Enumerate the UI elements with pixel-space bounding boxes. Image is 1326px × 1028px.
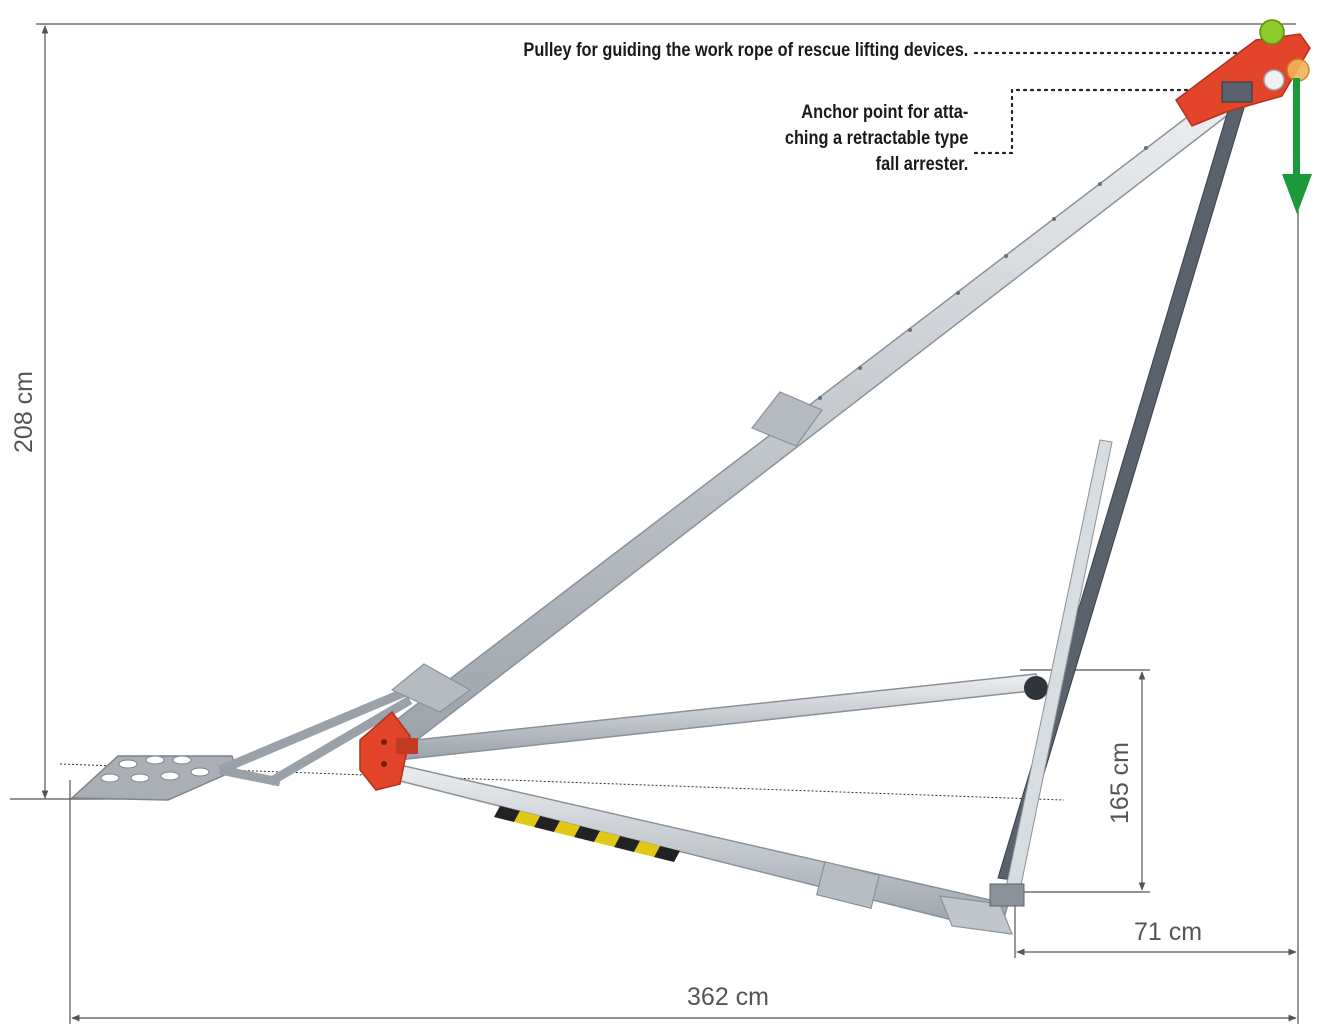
anchor-marker	[1286, 58, 1310, 82]
base-plate	[70, 755, 237, 801]
anchor-callout-line-1: Anchor point for atta-	[800, 102, 968, 123]
offset-dimension-label: 71 cm	[1133, 918, 1203, 946]
callout-leaders	[973, 51, 1264, 155]
bottom-beam	[375, 758, 1013, 935]
head-assembly	[1175, 33, 1311, 127]
anchor-leader	[973, 88, 1234, 155]
lower-hinge-joint	[359, 710, 418, 791]
middle-brace	[395, 673, 1048, 761]
pulley-marker	[1259, 19, 1285, 45]
base-height-dimension-label: 165 cm	[1106, 742, 1134, 824]
pulley-callout-text: Pulley for guiding the work rope of resc…	[523, 40, 968, 61]
ground-plane-dotted-line	[59, 763, 1065, 801]
pulley-callout: Pulley for guiding the work rope of resc…	[523, 38, 968, 64]
anchor-callout-line-2: ching a retractable type	[784, 128, 968, 149]
anchor-callout: Anchor point for atta- ching a retractab…	[785, 100, 968, 178]
anchor-callout-line-3: fall arrester.	[875, 154, 968, 175]
dimension-lines	[10, 23, 1299, 1024]
load-arrow	[1282, 78, 1312, 214]
hazard-stripes	[494, 806, 680, 862]
main-boom	[368, 84, 1244, 757]
plate-struts	[218, 685, 413, 787]
total-length-dimension-label: 362 cm	[687, 983, 769, 1011]
height-dimension-label: 208 cm	[10, 371, 38, 453]
